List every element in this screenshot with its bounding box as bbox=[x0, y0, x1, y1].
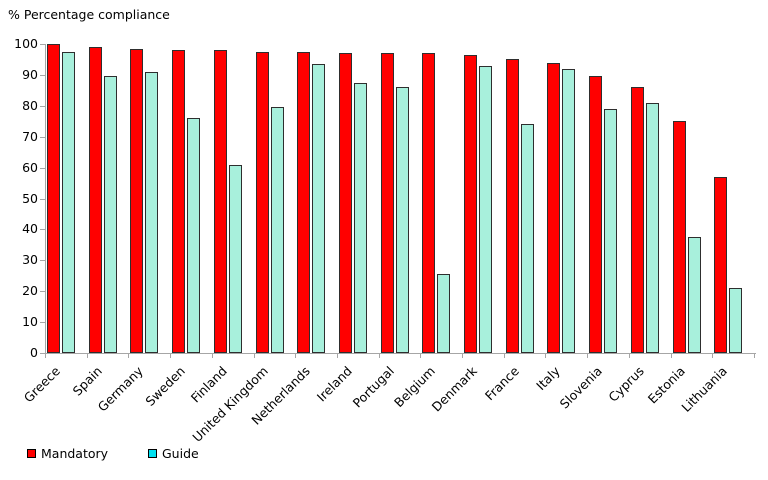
bar-mandatory-finland bbox=[214, 50, 227, 353]
bar-guide-sweden bbox=[187, 118, 200, 353]
x-tick bbox=[87, 354, 88, 358]
bar-guide-finland bbox=[229, 165, 242, 353]
y-axis-label: 30 bbox=[22, 252, 38, 267]
bar-mandatory-netherlands bbox=[297, 52, 310, 353]
x-tick bbox=[212, 354, 213, 358]
bar-mandatory-sweden bbox=[172, 50, 185, 353]
bar-guide-italy bbox=[562, 69, 575, 353]
x-tick bbox=[420, 354, 421, 358]
bar-mandatory-spain bbox=[89, 47, 102, 353]
y-tick bbox=[40, 199, 45, 200]
bar-mandatory-united-kingdom bbox=[256, 52, 269, 353]
y-axis-label: 10 bbox=[22, 314, 38, 329]
x-tick bbox=[128, 354, 129, 358]
y-tick bbox=[40, 322, 45, 323]
x-tick bbox=[504, 354, 505, 358]
y-tick bbox=[40, 168, 45, 169]
bar-mandatory-belgium bbox=[422, 53, 435, 353]
bar-guide-cyprus bbox=[646, 103, 659, 353]
y-axis-label: 0 bbox=[30, 345, 38, 360]
bar-guide-united-kingdom bbox=[271, 107, 284, 353]
bar-mandatory-italy bbox=[547, 63, 560, 353]
y-tick bbox=[40, 291, 45, 292]
bar-guide-spain bbox=[104, 76, 117, 353]
bar-mandatory-slovenia bbox=[589, 76, 602, 353]
y-tick bbox=[40, 75, 45, 76]
bar-mandatory-france bbox=[506, 59, 519, 353]
bar-mandatory-lithuania bbox=[714, 177, 727, 353]
x-tick bbox=[754, 354, 755, 358]
bar-guide-netherlands bbox=[312, 64, 325, 353]
bar-guide-estonia bbox=[688, 237, 701, 353]
y-axis-label: 100 bbox=[14, 36, 38, 51]
bar-guide-portugal bbox=[396, 87, 409, 353]
legend-label-guide: Guide bbox=[162, 446, 199, 461]
bar-guide-germany bbox=[145, 72, 158, 353]
x-tick bbox=[254, 354, 255, 358]
x-tick bbox=[587, 354, 588, 358]
bar-guide-france bbox=[521, 124, 534, 353]
guide-swatch-icon bbox=[148, 449, 157, 458]
legend-label-mandatory: Mandatory bbox=[41, 446, 109, 461]
y-axis-label: 70 bbox=[22, 129, 38, 144]
bar-guide-denmark bbox=[479, 66, 492, 353]
bar-mandatory-cyprus bbox=[631, 87, 644, 353]
x-tick bbox=[671, 354, 672, 358]
y-tick bbox=[40, 229, 45, 230]
x-tick bbox=[337, 354, 338, 358]
bar-guide-belgium bbox=[437, 274, 450, 353]
mandatory-swatch-icon bbox=[27, 449, 36, 458]
x-tick bbox=[170, 354, 171, 358]
y-axis-label: 90 bbox=[22, 67, 38, 82]
y-axis-label: 40 bbox=[22, 221, 38, 236]
bar-guide-slovenia bbox=[604, 109, 617, 353]
bar-guide-greece bbox=[62, 52, 75, 353]
x-tick bbox=[379, 354, 380, 358]
bar-mandatory-denmark bbox=[464, 55, 477, 353]
legend-item-mandatory: Mandatory bbox=[27, 446, 108, 461]
bar-mandatory-germany bbox=[130, 49, 143, 353]
y-tick bbox=[40, 137, 45, 138]
y-axis-line bbox=[45, 44, 46, 354]
y-axis-label: 60 bbox=[22, 160, 38, 175]
bar-mandatory-ireland bbox=[339, 53, 352, 353]
bar-mandatory-greece bbox=[47, 44, 60, 353]
bar-mandatory-estonia bbox=[673, 121, 686, 353]
y-tick bbox=[40, 44, 45, 45]
bar-guide-lithuania bbox=[729, 288, 742, 353]
x-axis-line bbox=[45, 353, 756, 354]
chart-title: % Percentage compliance bbox=[8, 7, 170, 22]
legend-item-guide: Guide bbox=[148, 446, 199, 461]
y-axis-label: 20 bbox=[22, 283, 38, 298]
x-tick bbox=[462, 354, 463, 358]
y-tick bbox=[40, 106, 45, 107]
y-tick bbox=[40, 260, 45, 261]
x-tick bbox=[545, 354, 546, 358]
x-tick bbox=[295, 354, 296, 358]
y-axis-label: 80 bbox=[22, 98, 38, 113]
bar-guide-ireland bbox=[354, 83, 367, 353]
bar-mandatory-portugal bbox=[381, 53, 394, 353]
y-axis-label: 50 bbox=[22, 191, 38, 206]
y-tick bbox=[40, 353, 45, 354]
x-tick bbox=[629, 354, 630, 358]
x-tick bbox=[712, 354, 713, 358]
x-tick bbox=[45, 354, 46, 358]
